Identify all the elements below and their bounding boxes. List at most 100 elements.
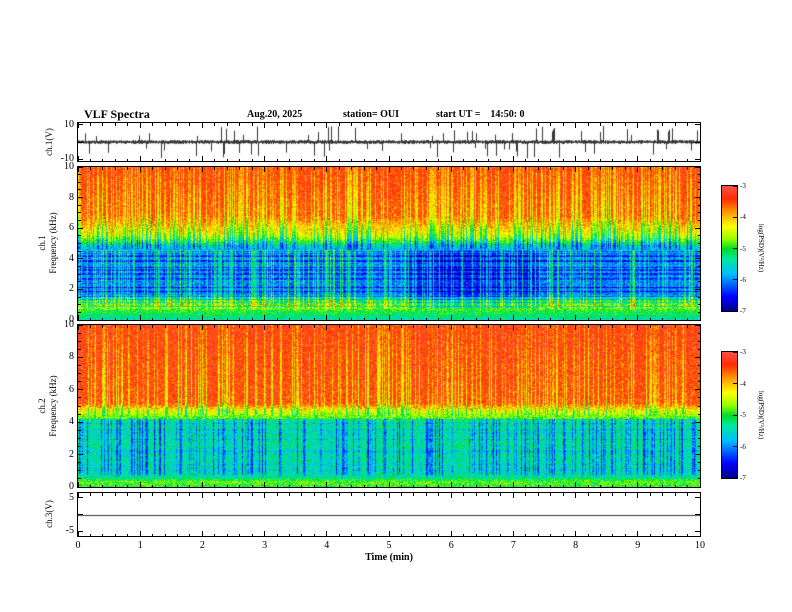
y-tick-mark bbox=[697, 470, 700, 472]
x-tick-mark bbox=[264, 167, 266, 172]
x-tick-mark bbox=[376, 533, 378, 536]
x-tick-mark bbox=[388, 167, 390, 172]
x-tick-mark bbox=[351, 533, 353, 536]
x-tick-mark bbox=[214, 167, 216, 170]
x-tick-mark bbox=[537, 484, 539, 487]
y-tick-label: 8 bbox=[69, 351, 74, 363]
x-tick-mark bbox=[550, 325, 552, 328]
y-tick-mark bbox=[695, 288, 700, 290]
x-tick-mark bbox=[500, 493, 502, 496]
x-tick-mark bbox=[326, 482, 328, 487]
x-tick-mark bbox=[239, 167, 241, 170]
y-tick-label: 0 bbox=[69, 314, 74, 325]
x-tick-mark bbox=[89, 158, 91, 161]
x-tick-mark bbox=[413, 533, 415, 536]
x-tick-mark bbox=[674, 533, 676, 536]
x-tick-mark bbox=[164, 533, 166, 536]
y-tick-label: 4 bbox=[69, 252, 74, 264]
x-tick-mark bbox=[413, 325, 415, 328]
x-tick-mark bbox=[139, 531, 141, 536]
y-tick-mark bbox=[78, 421, 83, 423]
x-tick-mark bbox=[463, 167, 465, 170]
x-tick-mark bbox=[512, 482, 514, 487]
x-tick-mark bbox=[562, 533, 564, 536]
y-tick-mark bbox=[695, 530, 700, 532]
y-tick-mark bbox=[78, 365, 81, 366]
x-tick-mark bbox=[89, 493, 91, 496]
x-tick-mark bbox=[562, 493, 564, 496]
x-tick-mark bbox=[177, 123, 179, 126]
x-tick-mark bbox=[587, 325, 589, 328]
x-tick-mark bbox=[649, 493, 651, 496]
x-tick-mark bbox=[475, 123, 477, 126]
x-tick-mark bbox=[687, 493, 689, 496]
x-tick-mark bbox=[662, 317, 664, 320]
x-tick-label: 0 bbox=[75, 540, 81, 551]
y-tick-mark bbox=[697, 181, 700, 183]
colorbar-tick-label: -4 bbox=[740, 379, 746, 388]
x-tick-mark bbox=[438, 493, 440, 496]
x-tick-mark bbox=[77, 123, 79, 128]
y-tick-mark bbox=[697, 243, 700, 244]
x-tick-mark bbox=[587, 123, 589, 126]
x-tick-mark bbox=[264, 325, 266, 330]
y-tick-mark bbox=[78, 356, 83, 358]
x-tick-mark bbox=[313, 158, 315, 161]
y-tick-mark bbox=[78, 324, 83, 326]
x-tick-mark bbox=[288, 325, 290, 328]
x-tick-mark bbox=[662, 493, 664, 496]
x-tick-mark bbox=[512, 123, 514, 128]
x-tick-mark bbox=[376, 158, 378, 161]
y-tick-mark bbox=[695, 389, 700, 391]
x-tick-mark bbox=[326, 325, 328, 330]
x-tick-mark bbox=[562, 317, 564, 320]
x-tick-mark bbox=[662, 123, 664, 126]
x-tick-label: 1 bbox=[137, 540, 143, 551]
y-tick-mark bbox=[697, 189, 700, 191]
x-tick-mark bbox=[699, 482, 701, 487]
y-tick-mark bbox=[78, 348, 81, 350]
x-tick-mark bbox=[326, 167, 328, 172]
x-tick-mark bbox=[164, 123, 166, 126]
x-tick-mark bbox=[488, 484, 490, 487]
x-tick-mark bbox=[450, 493, 452, 498]
x-tick-mark bbox=[177, 325, 179, 328]
x-tick-mark bbox=[363, 484, 365, 487]
x-tick-mark bbox=[114, 158, 116, 161]
x-tick-mark bbox=[550, 317, 552, 320]
x-tick-mark bbox=[77, 315, 79, 320]
x-tick-mark bbox=[674, 167, 676, 170]
x-tick-mark bbox=[139, 156, 141, 161]
x-tick-mark bbox=[139, 123, 141, 128]
x-tick-mark bbox=[587, 167, 589, 170]
x-tick-mark bbox=[288, 317, 290, 320]
y-tick-mark bbox=[695, 497, 700, 499]
x-tick-mark bbox=[77, 531, 79, 536]
x-tick-mark bbox=[662, 167, 664, 170]
x-tick-mark bbox=[500, 123, 502, 126]
y-tick-mark bbox=[697, 446, 700, 447]
y-tick-mark bbox=[78, 227, 83, 229]
ch2-spectrogram-canvas bbox=[78, 325, 700, 487]
x-tick-mark bbox=[313, 317, 315, 320]
ch3-volt-axis-label: ch.3(V) bbox=[44, 500, 54, 528]
x-tick-mark bbox=[376, 317, 378, 320]
x-tick-mark bbox=[550, 167, 552, 170]
x-tick-mark bbox=[525, 123, 527, 126]
y-tick-mark bbox=[697, 373, 700, 375]
y-tick-mark bbox=[697, 304, 700, 306]
x-tick-mark bbox=[575, 493, 577, 498]
x-tick-mark bbox=[624, 317, 626, 320]
colorbar-tick-mark bbox=[733, 248, 737, 249]
x-tick-mark bbox=[637, 123, 639, 128]
x-tick-label: 2 bbox=[199, 540, 205, 551]
x-tick-mark bbox=[662, 158, 664, 161]
x-tick-mark bbox=[177, 493, 179, 496]
x-tick-mark bbox=[363, 158, 365, 161]
x-tick-mark bbox=[77, 156, 79, 161]
x-tick-mark bbox=[114, 167, 116, 170]
x-tick-mark bbox=[301, 123, 303, 126]
x-tick-mark bbox=[102, 123, 104, 126]
x-tick-mark bbox=[214, 123, 216, 126]
x-tick-mark bbox=[251, 167, 253, 170]
